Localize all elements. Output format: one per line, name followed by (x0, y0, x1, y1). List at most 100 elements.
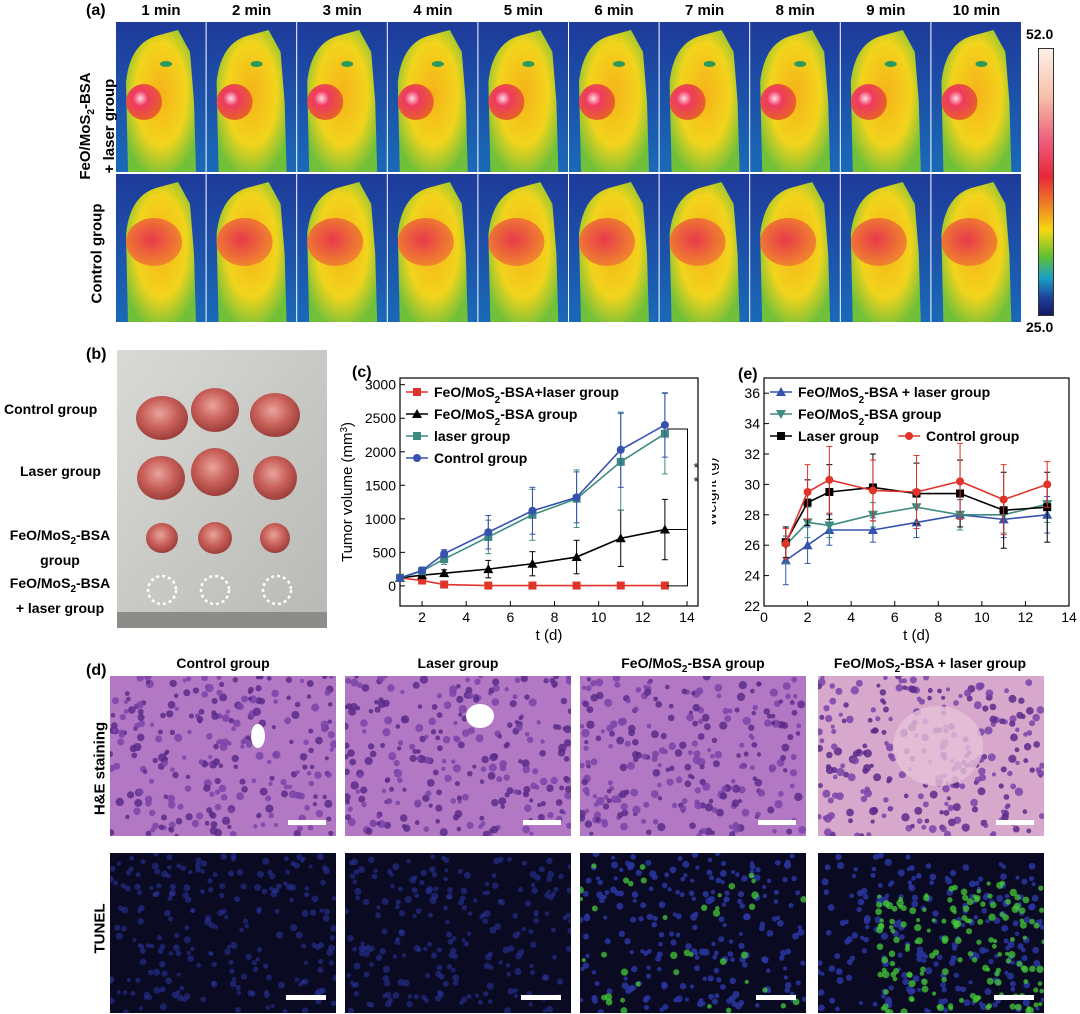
data-point (484, 581, 493, 590)
tumor-specimen (146, 523, 178, 553)
data-point (824, 521, 835, 531)
y-tick-label: 26 (744, 537, 760, 553)
significance-bracket (667, 428, 689, 531)
tumor-label-bsa-laser-a: FeO/MoS (9, 575, 71, 591)
data-point (616, 581, 625, 590)
series-line (785, 503, 1048, 546)
data-point (659, 524, 670, 534)
row-label-control-text: Control group (88, 203, 106, 304)
tumor-specimen (136, 396, 188, 440)
data-point (528, 506, 537, 515)
panel-d-label: (d) (86, 662, 107, 679)
data-point (956, 477, 965, 486)
row-label-treated-line1b: -BSA (77, 72, 94, 110)
y-tick-label: 2500 (365, 410, 396, 426)
y-tick-label: 36 (744, 385, 760, 401)
thermal-image-treated-8 (750, 22, 840, 172)
he-image-2 (345, 676, 571, 836)
he-image-3 (580, 676, 806, 836)
data-point (803, 488, 812, 496)
subscript: 2 (86, 109, 97, 115)
data-point (418, 576, 427, 585)
data-point (660, 581, 669, 590)
row-label-control: Control group (0, 204, 202, 304)
x-tick-label: 2 (418, 609, 426, 625)
data-point (413, 388, 421, 396)
thermal-image-control-9 (840, 174, 931, 322)
data-point (660, 420, 669, 429)
plot-frame (399, 377, 699, 607)
data-point (413, 454, 421, 462)
series-line (399, 424, 666, 579)
y-tick-label: 30 (744, 476, 760, 492)
tumor-label-bsa: FeO/MoS2-BSA group (2, 526, 118, 569)
x-axis-label: t (d) (903, 627, 930, 644)
tumor-label-bsa-a: FeO/MoS (9, 527, 71, 543)
he-image-1 (110, 676, 336, 836)
subscript: 2 (681, 663, 688, 675)
histo-col-bsa-laser-a: FeO/MoS (833, 655, 895, 671)
x-tick-label: 14 (1061, 609, 1077, 625)
y-tick-label: 3000 (365, 377, 396, 393)
scale-bar (996, 820, 1034, 825)
thermal-image-control-1 (116, 174, 206, 322)
tumor-specimen (250, 393, 300, 437)
x-tick-label: 12 (635, 609, 651, 625)
scale-bar (288, 820, 326, 825)
scale-bar (994, 995, 1034, 1000)
x-axis-label: t (d) (536, 627, 563, 644)
x-tick-label: 12 (1018, 609, 1034, 625)
data-point (527, 558, 538, 568)
tumor-specimen (191, 388, 239, 432)
data-point (396, 573, 404, 582)
thermal-image-control-7 (659, 174, 750, 322)
series-line (785, 478, 1048, 544)
significance-stars: * * (694, 460, 699, 489)
tumor-label-control-text: Control group (4, 401, 98, 417)
x-tick-label: 10 (974, 609, 990, 625)
data-point (484, 528, 493, 537)
thermal-image-treated-10 (931, 22, 1021, 172)
y-tick-label: 1000 (365, 511, 396, 527)
x-tick-label: 8 (934, 609, 942, 625)
data-point (1043, 480, 1052, 489)
data-point (528, 581, 537, 590)
data-point (867, 525, 878, 534)
tumor-specimen (198, 522, 232, 554)
data-point (776, 410, 786, 419)
subscript: 2 (894, 663, 901, 675)
subscript: 2 (70, 583, 76, 595)
legend-label: Control group (926, 428, 1019, 444)
data-point (440, 549, 449, 558)
data-point (912, 488, 921, 496)
thermal-image-control-3 (297, 174, 387, 322)
thermal-image-treated-3 (297, 22, 387, 172)
y-tick-label: 32 (744, 446, 760, 462)
thermal-image-control-8 (750, 174, 840, 322)
data-point (777, 432, 785, 440)
x-tick-label: 6 (506, 609, 514, 625)
tumor-label-laser: Laser group (20, 462, 130, 480)
thermal-image-control-4 (387, 174, 478, 322)
panel-e-label: (e) (738, 366, 758, 383)
time-label-10: 10 min (952, 2, 1001, 19)
thermal-image-control-10 (931, 174, 1021, 322)
y-axis-label: Weight (g) (712, 458, 720, 527)
colorbar-min-label: 25.0 (1026, 319, 1054, 335)
scale-bar (756, 995, 796, 1000)
y-tick-label: 28 (744, 507, 760, 523)
tumor-specimen (253, 456, 297, 500)
x-tick-label: 14 (679, 609, 695, 625)
tumor-specimen (137, 456, 185, 500)
x-tick-label: 6 (891, 609, 899, 625)
panel-a-label: (a) (86, 2, 106, 19)
legend-label: Control group (434, 450, 527, 466)
tumor-label-bsa-laser-c: + laser group (15, 599, 105, 616)
thermal-image-control-2 (206, 174, 297, 322)
data-point (999, 495, 1008, 504)
data-point (572, 581, 581, 590)
thermal-image-treated-4 (387, 22, 478, 172)
colorbar (1038, 48, 1054, 316)
y-tick-label: 1500 (365, 477, 396, 493)
y-tick-label: 34 (744, 416, 760, 432)
